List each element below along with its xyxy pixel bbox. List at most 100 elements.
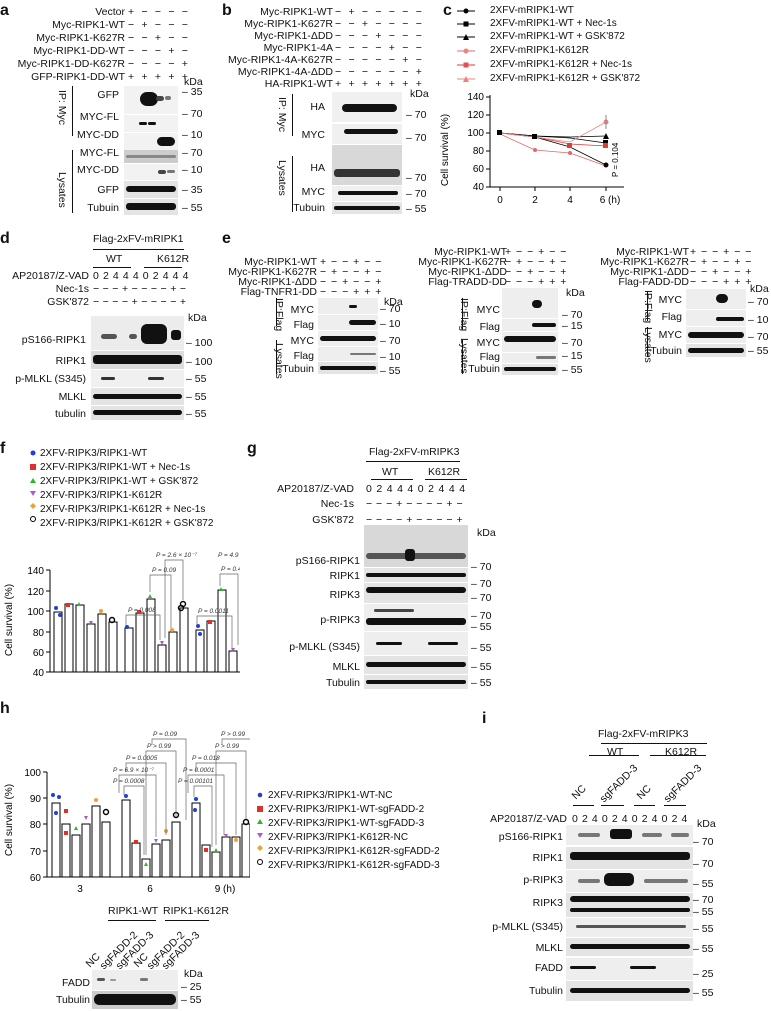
cond-signs: − − − − + − − <box>335 42 425 54</box>
cond-label: AP20187/Z-VAD <box>12 270 89 282</box>
cond-signs: − − − + − − − <box>335 30 425 42</box>
kda-value: 10 <box>388 318 401 330</box>
construct-label: Flag-2xFV-mRIPK1 <box>93 233 184 245</box>
genotype-wt: WT <box>106 253 123 265</box>
svg-text:P = 6.9 × 10⁻⁷: P = 6.9 × 10⁻⁷ <box>113 767 155 774</box>
blot-label: p-RIPK3 <box>523 874 563 886</box>
kda-value: 70 <box>479 578 492 590</box>
subgroup-label: NC <box>634 782 654 802</box>
kda-value: 70 <box>756 331 769 343</box>
blot-ip-gfp <box>124 86 178 114</box>
blot-label: Tubuin <box>87 202 119 214</box>
blot-pripk3 <box>566 870 693 892</box>
group-label: Lysates <box>458 338 470 374</box>
kda-value: 55 <box>756 345 769 357</box>
blot-ripk3 <box>566 893 693 917</box>
construct-label: Flag-2xFV-mRIPK3 <box>369 446 460 458</box>
kda-value: 55 <box>479 677 492 689</box>
kda-value: 55 <box>479 661 492 673</box>
blot-ripk1 <box>91 351 184 369</box>
kda-value: 55 <box>414 203 427 215</box>
blot-tubulin <box>566 981 693 1001</box>
group-label: IP:Flag <box>273 298 285 332</box>
genotype-k612r: K612R <box>665 746 698 758</box>
cond-signs: − − − − − + − <box>335 54 425 66</box>
cond-signs: − − + − − + <box>505 266 568 278</box>
blot-mlkl <box>91 388 184 405</box>
kda-value: 70 <box>388 335 401 347</box>
cond-label: Myc-RIPK1-ΔDD <box>610 266 689 278</box>
svg-text:4: 4 <box>567 195 573 206</box>
blot <box>502 353 558 363</box>
group-label: IP:Flag <box>458 298 470 332</box>
legend-item: 2XFV-mRIPK1-WT + GSK'872 <box>490 31 625 42</box>
blot-fadd <box>566 958 693 980</box>
blot-lys-mycfl <box>124 150 178 163</box>
cond-signs: − − + − − + <box>690 266 753 278</box>
svg-text:60: 60 <box>473 164 485 175</box>
blot-label: MYC-FL <box>79 111 119 123</box>
blot-pmlkl <box>364 632 468 655</box>
kda-value: 55 <box>194 373 207 385</box>
legend-item: 2XFV-RIPK3/RIPK1-K612R + GSK'872 <box>40 518 214 529</box>
group-label: IP: Myc <box>276 97 288 133</box>
kda-value: 55 <box>701 923 714 935</box>
cond-label: AP20187/Z-VAD <box>277 483 354 495</box>
blot-pmlkl <box>91 370 184 387</box>
kda-value: 70 <box>414 172 427 184</box>
kda-value: 70 <box>388 303 401 315</box>
cond-label: Myc-RIPK1-DD-WT <box>33 45 125 57</box>
cond-label: Flag-TNFR1-DD <box>240 286 317 298</box>
svg-text:P = 2.6 × 10⁻⁷: P = 2.6 × 10⁻⁷ <box>156 552 198 559</box>
svg-text:P = 0.0008: P = 0.0008 <box>113 778 145 785</box>
kda-value: 70 <box>479 592 492 604</box>
svg-text:40: 40 <box>473 182 485 193</box>
chart-f: Cell survival (%) 140 120 100 80 60 40 2… <box>4 552 240 679</box>
svg-text:P > 0.99: P > 0.99 <box>221 731 246 738</box>
blot-label: Tubuin <box>293 202 325 214</box>
genotype-k612r: K612R <box>157 253 190 265</box>
svg-text:P > 0.99: P > 0.99 <box>147 743 172 750</box>
legend-item: 2XFV-RIPK3/RIPK1-K612R-NC <box>268 832 409 843</box>
svg-text:0: 0 <box>497 195 503 206</box>
blot-label: MLKL <box>332 661 360 673</box>
kda-value: 70 <box>414 109 427 121</box>
blot-label: pS166-RIPK1 <box>498 831 563 843</box>
kda-value: 55 <box>479 642 492 654</box>
cond-signs: − + − − − <box>128 19 191 31</box>
legend-item: 2XFV-RIPK3/RIPK1-WT <box>40 448 148 459</box>
kda-value: 55 <box>479 621 492 633</box>
blot-label: GFP <box>97 89 119 101</box>
cond-label: Myc-RIPK1-K627R <box>418 256 507 268</box>
blot-label: p-MLKL (S345) <box>492 921 563 933</box>
cond-signs: − − − + + + <box>320 286 383 298</box>
cond-label: Myc-RIPK1-4A-K627R <box>227 54 333 66</box>
blot-lys-gfp <box>124 181 178 198</box>
blot-lys-tubulin <box>332 202 402 214</box>
group-label: IP: Myc <box>56 90 68 126</box>
svg-text:60: 60 <box>30 873 42 884</box>
kda-header: kDa <box>384 296 403 308</box>
blot-label: HA <box>310 162 325 174</box>
cond-signs: − + − − − − − <box>335 6 425 18</box>
group-label: Lysates <box>276 160 288 196</box>
cond-signs: − − − + − <box>128 45 191 57</box>
panel-a-label: a <box>0 2 9 19</box>
blot-label: FADD <box>534 962 563 974</box>
blot <box>502 364 558 375</box>
svg-text:6 (h): 6 (h) <box>600 195 621 206</box>
panel-d-label: d <box>0 230 10 247</box>
svg-text:P = 0.00101: P = 0.00101 <box>178 778 213 785</box>
kda-header: kDa <box>410 88 429 100</box>
blot-label: HA <box>310 101 325 113</box>
blot <box>502 319 558 331</box>
legend-item: 2XFV-RIPK3/RIPK1-WT + Nec-1s <box>40 462 191 473</box>
blot-label: p-MLKL (S345) <box>15 373 86 385</box>
panel-h-label: h <box>0 700 10 717</box>
cond-signs: 0 2 4 0 2 4 0 2 4 0 2 4 <box>572 813 688 825</box>
cond-label: Myc-RIPK1-ΔDD <box>238 276 317 288</box>
cond-signs: − − + − − + <box>320 276 383 288</box>
kda-value: 55 <box>388 365 401 377</box>
cond-label: HA-RIPK1-WT <box>264 78 333 90</box>
blot-pripk3 <box>364 604 468 631</box>
